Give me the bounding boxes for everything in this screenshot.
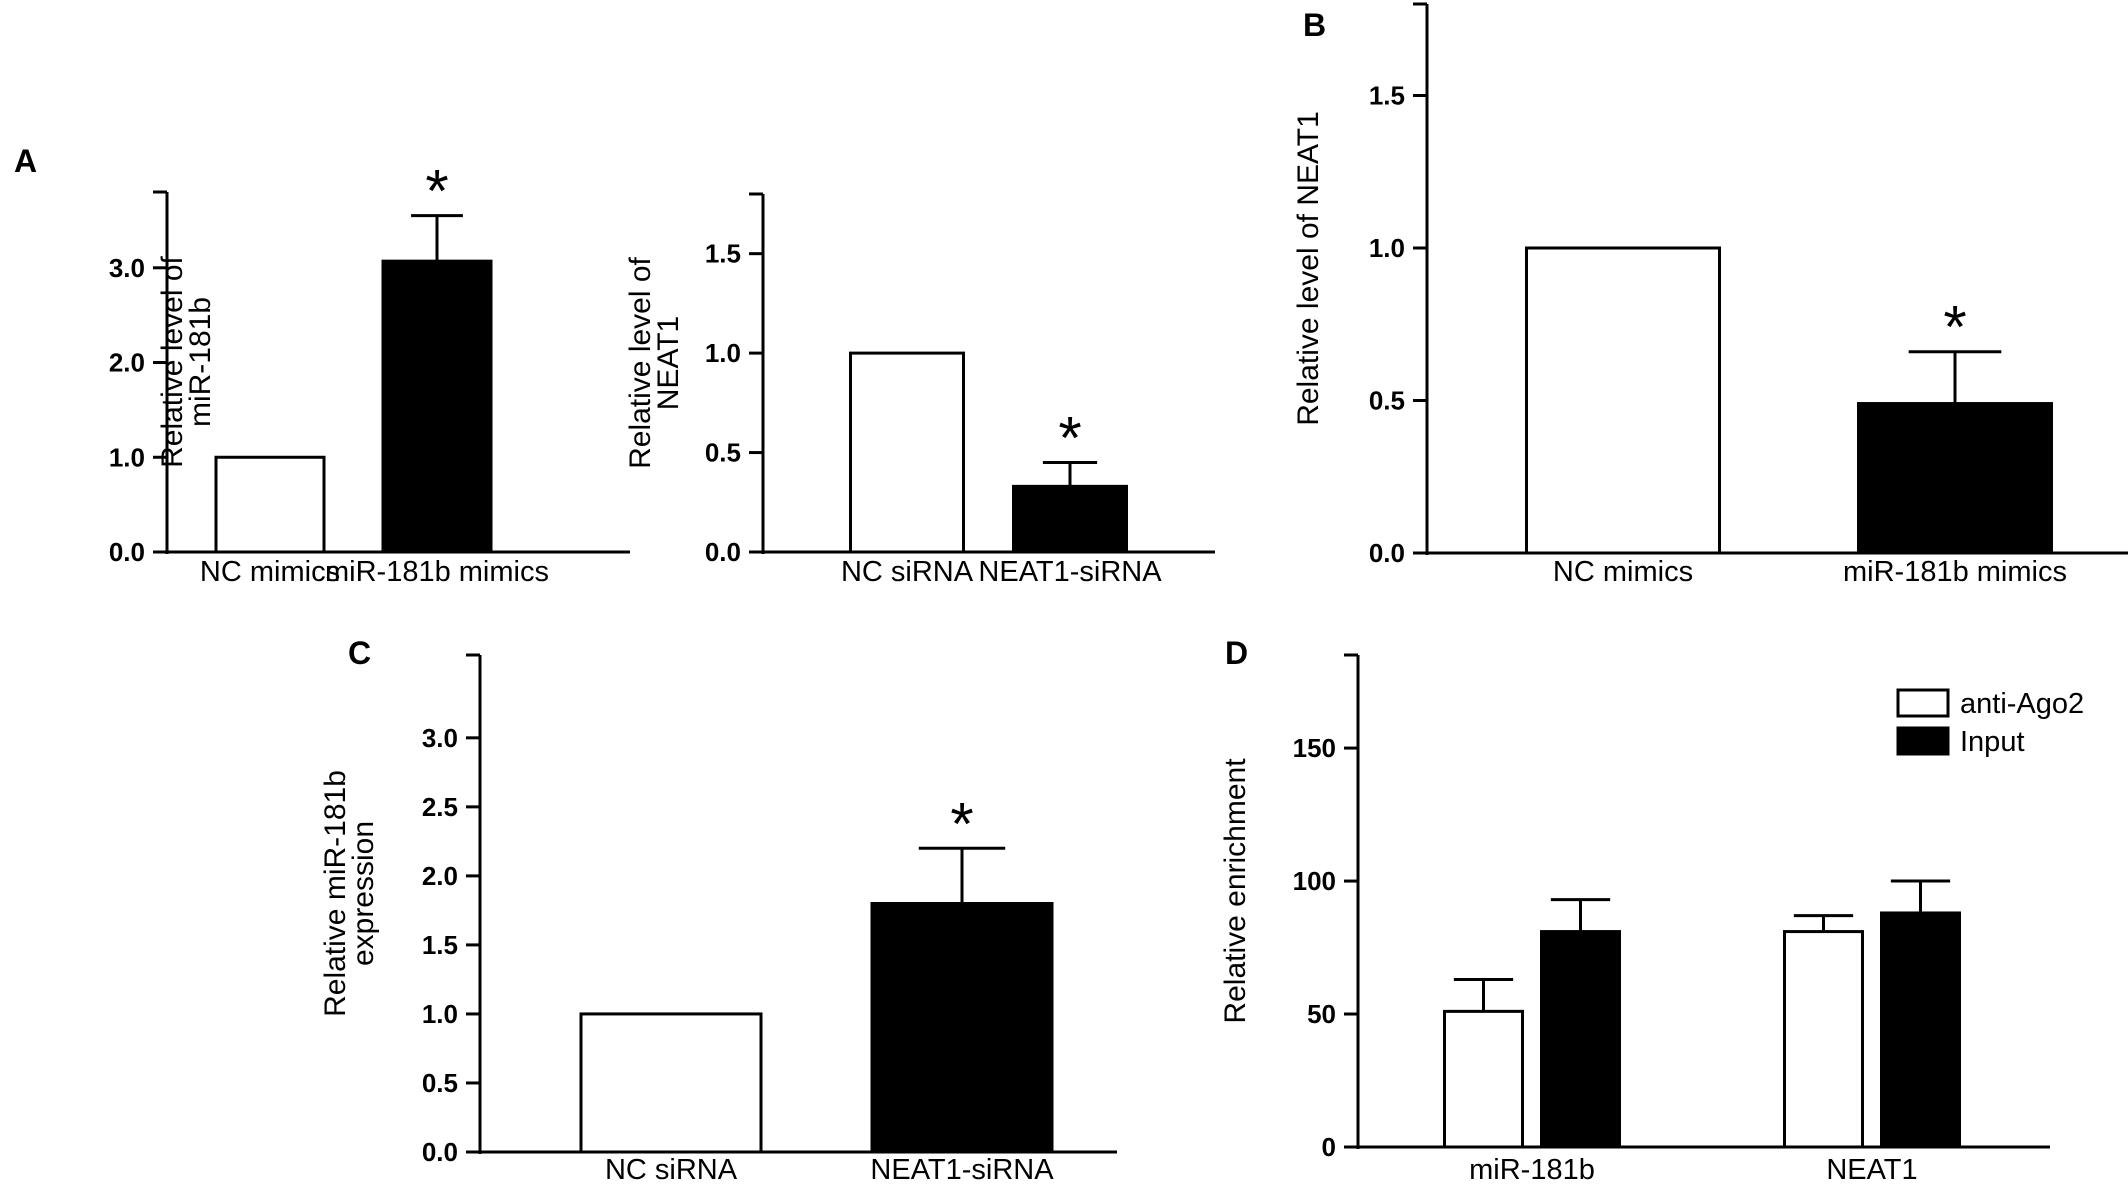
bar bbox=[1783, 930, 1864, 1149]
y-tick-label: 0.5 bbox=[422, 1068, 458, 1098]
y-tick-label: 150 bbox=[1293, 733, 1336, 763]
bar bbox=[1540, 930, 1621, 1149]
y-tick-label: 0 bbox=[1322, 1132, 1336, 1162]
y-tick-label: 1.5 bbox=[1369, 81, 1405, 111]
x-category-label: NC siRNA bbox=[605, 1154, 738, 1186]
y-tick-label: 0.0 bbox=[1369, 538, 1405, 568]
x-category-label: miR-181b bbox=[1469, 1154, 1595, 1186]
legend-label: anti-Ago2 bbox=[1960, 688, 2084, 720]
y-tick-label: 2.0 bbox=[109, 348, 145, 378]
y-axis-title: Relative level of bbox=[156, 255, 189, 467]
x-category-label: NC mimics bbox=[1553, 556, 1693, 588]
significance-marker: * bbox=[950, 790, 973, 857]
y-tick-label: 1.0 bbox=[1369, 233, 1405, 263]
chart-panel-c: 0.0 0.5 1.0 1.5 2.0 2.5 3.0 Relative miR-181bex… bbox=[319, 653, 1117, 1186]
y-tick-label: 0.0 bbox=[422, 1137, 458, 1167]
y-tick-label: 1.5 bbox=[705, 239, 741, 269]
bar bbox=[849, 351, 965, 554]
y-tick-label: 0.0 bbox=[705, 537, 741, 567]
panel-letter-c: C bbox=[348, 635, 371, 671]
y-tick-label: 1.0 bbox=[109, 442, 145, 472]
y-tick-label: 100 bbox=[1293, 866, 1336, 896]
y-tick-label: 50 bbox=[1307, 999, 1336, 1029]
y-tick-label: 0.5 bbox=[1369, 386, 1405, 416]
y-tick-label: 1.0 bbox=[422, 999, 458, 1029]
y-axis-title: Relative level of bbox=[624, 256, 657, 468]
y-axis-title: expression bbox=[347, 821, 380, 966]
x-category-label: miR-181b mimics bbox=[325, 556, 549, 588]
panel-letter-a: A bbox=[14, 143, 37, 179]
y-tick-label: 2.5 bbox=[422, 792, 458, 822]
y-tick-label: 3.0 bbox=[109, 253, 145, 283]
bar bbox=[214, 455, 326, 554]
x-category-label: miR-181b mimics bbox=[1843, 556, 2067, 588]
chart-panel-b: 0.0 0.5 1.0 1.5 Relative level of NEAT1 NC mi… bbox=[1292, 2, 2128, 588]
y-tick-label: 1.5 bbox=[422, 930, 458, 960]
y-axis-title: miR-181b bbox=[184, 297, 217, 427]
bar bbox=[381, 259, 493, 554]
bar bbox=[1880, 911, 1961, 1149]
bar bbox=[1525, 246, 1721, 555]
legend-label: Input bbox=[1960, 726, 2025, 758]
chart-panel-d: 0 50 100 150 Relative enrichment miR-181b NEAT… bbox=[1219, 653, 2084, 1186]
significance-marker: * bbox=[1943, 294, 1966, 361]
legend-swatch bbox=[1896, 726, 1950, 756]
legend-swatch bbox=[1896, 688, 1950, 718]
bar bbox=[1012, 484, 1128, 554]
x-category-label: NEAT1-siRNA bbox=[870, 1154, 1054, 1186]
bar bbox=[870, 902, 1054, 1154]
y-axis-title: Relative miR-181b bbox=[319, 770, 352, 1017]
y-tick-label: 3.0 bbox=[422, 723, 458, 753]
x-category-label: NC siRNA bbox=[841, 556, 974, 588]
significance-marker: * bbox=[1058, 405, 1081, 472]
x-category-label: NC mimics bbox=[200, 556, 340, 588]
y-axis-title: Relative enrichment bbox=[1219, 758, 1252, 1024]
x-category-label: NEAT1-siRNA bbox=[978, 556, 1162, 588]
y-tick-label: 1.0 bbox=[705, 338, 741, 368]
x-category-label: NEAT1 bbox=[1826, 1154, 1917, 1186]
panel-letter-b: B bbox=[1303, 7, 1326, 43]
panel-letter-d: D bbox=[1225, 635, 1248, 671]
bar bbox=[1443, 1009, 1524, 1149]
bar bbox=[1857, 402, 2053, 555]
y-tick-label: 2.0 bbox=[422, 861, 458, 891]
y-axis-title: Relative level of NEAT1 bbox=[1292, 111, 1325, 426]
bar bbox=[579, 1012, 763, 1154]
y-tick-label: 0.5 bbox=[705, 438, 741, 468]
y-tick-label: 0.0 bbox=[109, 537, 145, 567]
y-axis-title: NEAT1 bbox=[652, 316, 685, 410]
significance-marker: * bbox=[425, 158, 448, 225]
